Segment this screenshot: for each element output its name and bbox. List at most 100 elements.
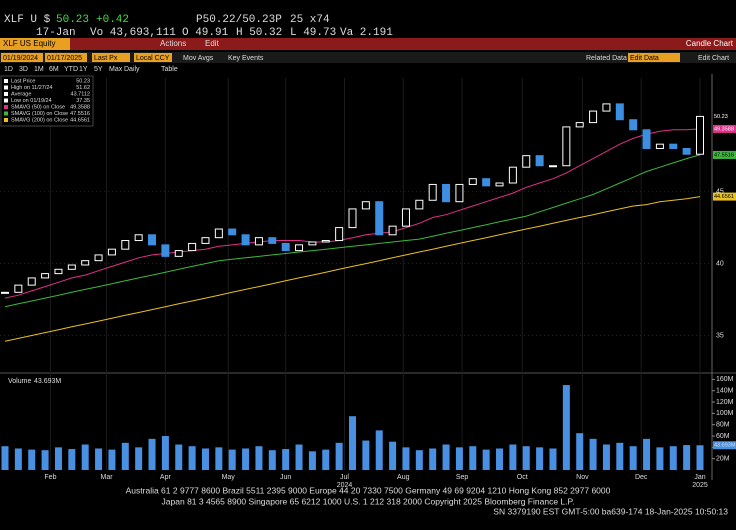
view-name: Candle Chart	[686, 39, 734, 48]
date: 17-Jan	[36, 27, 76, 39]
candle	[254, 237, 263, 246]
legend-swatch	[4, 111, 8, 116]
related-data[interactable]: Related Data	[586, 55, 627, 62]
security[interactable]: XLF US Equity	[3, 39, 55, 48]
volume-bar	[509, 444, 517, 470]
volume-bar	[161, 436, 169, 470]
x-tick-label: Jun	[280, 474, 291, 481]
field-box[interactable]	[92, 53, 130, 62]
period-button[interactable]: YTD	[64, 66, 78, 73]
y-tick-label: 60M	[716, 433, 730, 440]
volume-bar	[349, 416, 356, 470]
end-date[interactable]: 01/17/2025	[47, 55, 82, 62]
volume-bar	[402, 447, 410, 470]
legend-value: 37.35	[76, 98, 90, 104]
period-button[interactable]: Daily	[124, 66, 140, 73]
volume-bar	[683, 445, 691, 470]
candle	[522, 155, 531, 168]
candle	[94, 254, 103, 262]
footer-line: SN 3379190 EST GMT-5:00 ba639-174 18-Jan…	[493, 506, 728, 516]
actions[interactable]: Actions	[160, 39, 186, 48]
candle	[508, 166, 517, 184]
candle	[361, 201, 370, 210]
start-box[interactable]	[1, 53, 43, 62]
legend-label: Low on 01/19/24	[11, 98, 52, 104]
edit-data[interactable]: Edit Data	[630, 55, 659, 62]
legend-swatch	[4, 118, 8, 122]
candle	[696, 115, 704, 155]
x-tick-label: Feb	[44, 474, 56, 481]
candle	[388, 225, 397, 236]
edit-data-box[interactable]	[628, 53, 680, 62]
volume-bar	[549, 448, 557, 470]
open: O 49.91	[182, 27, 229, 39]
period-button[interactable]: 1D	[4, 66, 13, 73]
edit[interactable]: Edit	[205, 39, 220, 48]
year-label: 2025	[692, 482, 708, 489]
ticker: XLF U $	[4, 14, 51, 26]
candle	[468, 178, 477, 185]
candle	[107, 248, 116, 256]
volume-bar	[362, 440, 370, 470]
moving-average	[4, 196, 701, 342]
x-tick-label: Oct	[517, 474, 528, 481]
candle	[655, 143, 664, 149]
volume-bar	[496, 448, 504, 470]
change: +0.42	[96, 14, 129, 26]
volume-legend-value: 43.693M	[34, 378, 61, 385]
period-button[interactable]: 3D	[19, 66, 28, 73]
x-tick-label: May	[222, 474, 236, 481]
candle	[161, 244, 170, 257]
x-tick-label: Sep	[456, 474, 469, 481]
volume-bar	[135, 447, 143, 470]
candle	[54, 268, 63, 275]
volume-bar	[41, 450, 49, 470]
field[interactable]: Last Px	[94, 55, 118, 62]
end-box[interactable]	[45, 53, 87, 62]
volume-bar	[54, 447, 62, 470]
ccy-box[interactable]	[134, 53, 172, 62]
edit-chart[interactable]: Edit Chart	[698, 55, 729, 62]
candle	[335, 227, 344, 242]
period-button[interactable]: Table	[161, 66, 178, 73]
currency[interactable]: Local CCY	[136, 55, 170, 62]
price-tag	[713, 112, 736, 121]
candle	[188, 242, 197, 252]
legend-label: High on 11/27/24	[11, 85, 53, 91]
y-tick-label: 140M	[716, 388, 734, 395]
volume-bar	[215, 447, 223, 470]
year-label: 2024	[337, 482, 353, 489]
size: 25 x74	[290, 14, 330, 26]
volume-bar	[242, 448, 250, 470]
candle	[295, 244, 304, 252]
volume-bar	[482, 449, 490, 470]
legend-swatch	[4, 105, 8, 109]
price-tag-label: 49.3588	[714, 126, 734, 132]
volume-bar	[589, 438, 597, 470]
price-tag	[713, 192, 736, 201]
period-button[interactable]: 1Y	[79, 66, 88, 73]
x-tick-label: Aug	[397, 474, 410, 481]
period-button[interactable]: 5Y	[94, 66, 103, 73]
volume-bar	[14, 448, 22, 470]
price-tag	[713, 124, 736, 133]
candle	[455, 183, 464, 203]
mov-avgs[interactable]: Mov Avgs	[183, 55, 214, 62]
period-button[interactable]: Max	[109, 66, 123, 73]
legend-value: 51.62	[76, 85, 90, 91]
candle	[548, 165, 557, 168]
price-tag	[713, 150, 736, 159]
x-tick-label: Nov	[576, 474, 589, 481]
y-tick-label: 40	[716, 260, 724, 267]
security-box[interactable]	[0, 38, 70, 50]
candle	[1, 291, 9, 294]
value: Va 2.191	[340, 27, 393, 39]
legend-swatch	[4, 98, 8, 103]
period-button[interactable]: 6M	[49, 66, 59, 73]
period-button[interactable]: 1M	[34, 66, 44, 73]
key-events[interactable]: Key Events	[228, 55, 264, 62]
candle	[174, 250, 183, 257]
volume-bar	[616, 442, 624, 470]
start-date[interactable]: 01/19/2024	[3, 55, 38, 62]
candle	[348, 208, 357, 229]
